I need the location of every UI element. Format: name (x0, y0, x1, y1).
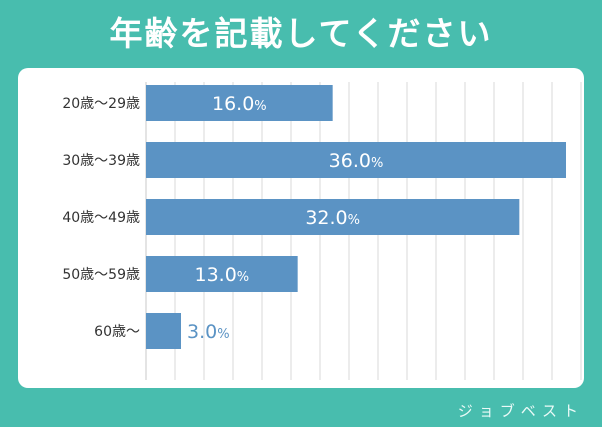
bar-chart: 20歳〜29歳 16.0% 30歳〜39歳 36.0% 40歳〜49歳 32.0% 50歳〜… (62, 82, 582, 380)
value-label: 13.0% (194, 264, 249, 286)
bar (146, 256, 298, 292)
category-label: 40歳〜49歳 (62, 210, 140, 226)
value-label: 3.0% (187, 321, 230, 343)
category-label: 20歳〜29歳 (62, 96, 140, 112)
chart-panel: 20歳〜29歳 16.0% 30歳〜39歳 36.0% 40歳〜49歳 32.0% 50歳〜… (18, 68, 584, 388)
chart-title: 年齢を記載してください (109, 14, 493, 53)
bar (146, 142, 566, 178)
bar (146, 85, 333, 121)
bar (146, 313, 181, 349)
value-label: 16.0% (212, 93, 267, 115)
value-label: 32.0% (305, 207, 360, 229)
category-label: 50歳〜59歳 (62, 267, 140, 283)
brand-logo: ジョブベスト (457, 402, 584, 420)
bar (146, 199, 520, 235)
value-label: 36.0% (329, 150, 384, 172)
category-label: 60歳〜 (94, 324, 140, 340)
category-label: 30歳〜39歳 (62, 153, 140, 169)
